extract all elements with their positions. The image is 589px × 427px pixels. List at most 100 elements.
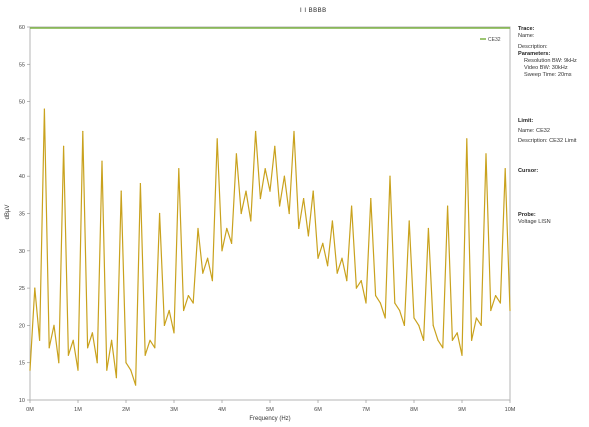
data-point [111,339,113,341]
data-point [341,257,343,259]
data-point [384,317,386,319]
data-point [101,160,103,162]
data-point [211,280,213,282]
limit-name: Name: CE32 [518,128,551,134]
data-point [293,130,295,133]
data-point [288,212,290,215]
x-tick-label: 1M [74,407,82,413]
y-tick-label: 25 [19,286,25,292]
data-point [442,347,444,349]
param-sweep: Sweep Time: 20ms [524,72,572,78]
data-point [72,339,74,341]
x-tick-label: 5M [266,407,274,413]
data-point [82,130,84,133]
data-point [197,227,199,230]
data-point [183,309,185,312]
data-point [144,354,146,356]
plot-frame [29,26,511,401]
trace-header: Trace: [518,26,535,32]
data-point [43,108,46,110]
data-point [461,354,463,356]
data-point [312,190,314,192]
y-axis-label: dBµV [5,205,11,220]
x-tick-label: 10M [505,407,516,413]
data-point [327,265,329,267]
data-point [495,294,497,297]
data-point [159,212,161,215]
y-tick-label: 20 [19,323,25,329]
cursor-header: Cursor: [518,168,539,174]
data-point [202,272,204,274]
probe-value: Voltage LISN [518,219,551,225]
data-point [250,220,252,222]
data-point [192,302,194,304]
data-point [149,339,151,341]
data-point [389,175,391,177]
y-tick-label: 15 [19,361,25,367]
data-point [187,294,189,297]
y-tick-label: 45 [19,137,25,143]
data-point [207,257,209,259]
limit-panel: Limit: Name: CE32 Description: CE32 Limi… [518,118,576,145]
data-point [475,317,477,319]
limit-description: Description: CE32 Limit [518,138,577,144]
x-tick-label: 0M [26,407,34,413]
x-tick-label: 9M [458,407,466,413]
data-point [375,294,377,297]
data-point [106,369,108,371]
data-point [379,302,381,304]
data-point [360,280,362,282]
data-point [235,153,237,155]
x-tick-label: 3M [170,407,178,413]
y-tick-label: 10 [19,398,25,404]
data-point [173,332,175,334]
y-tick-label: 55 [19,62,25,68]
probe-header: Probe: [518,212,536,218]
data-point [279,205,281,207]
data-point [48,347,50,349]
data-point [336,272,338,274]
data-point [427,227,429,230]
data-point [264,168,266,170]
data-point [269,190,271,192]
data-point [231,242,233,244]
data-point [274,145,276,147]
trace-name: Name: [518,33,535,39]
data-point [255,130,257,133]
data-point [120,190,122,192]
limit-header: Limit: [518,118,534,124]
parameters-header: Parameters: [518,51,551,57]
data-point [456,332,458,334]
data-point [466,138,468,140]
data-point [346,280,348,282]
param-video: Video BW: 30kHz [524,65,568,71]
data-point [63,145,65,147]
data-point [370,197,372,200]
data-point [96,362,98,364]
data-point [87,347,89,349]
data-point [240,212,242,215]
data-point [432,324,434,326]
data-point [499,302,501,304]
cursor-panel: Cursor: [518,168,538,175]
series-group [29,108,511,386]
data-point [490,309,492,312]
data-point [29,369,31,371]
data-point [423,339,425,341]
side-panel: Trace: Name: Description: Parameters: Re… [518,26,577,79]
data-point [283,175,285,177]
y-tick-label: 35 [19,212,25,218]
data-point [509,309,511,312]
x-tick-label: 2M [122,407,130,413]
axis-ticks: 10 15 20 25 30 35 40 45 50 55 60 0M 1M 2M 3M 4M 5M 6M 7M 8M… [19,25,516,413]
data-point [245,190,247,192]
data-point [130,369,132,371]
data-point [221,250,223,252]
y-tick-label: 60 [19,25,25,31]
data-point [480,324,482,326]
y-tick-label: 30 [19,249,25,255]
data-point [399,309,401,312]
data-point [471,339,473,341]
data-point [67,354,69,356]
trace-description: Description: [518,44,548,50]
